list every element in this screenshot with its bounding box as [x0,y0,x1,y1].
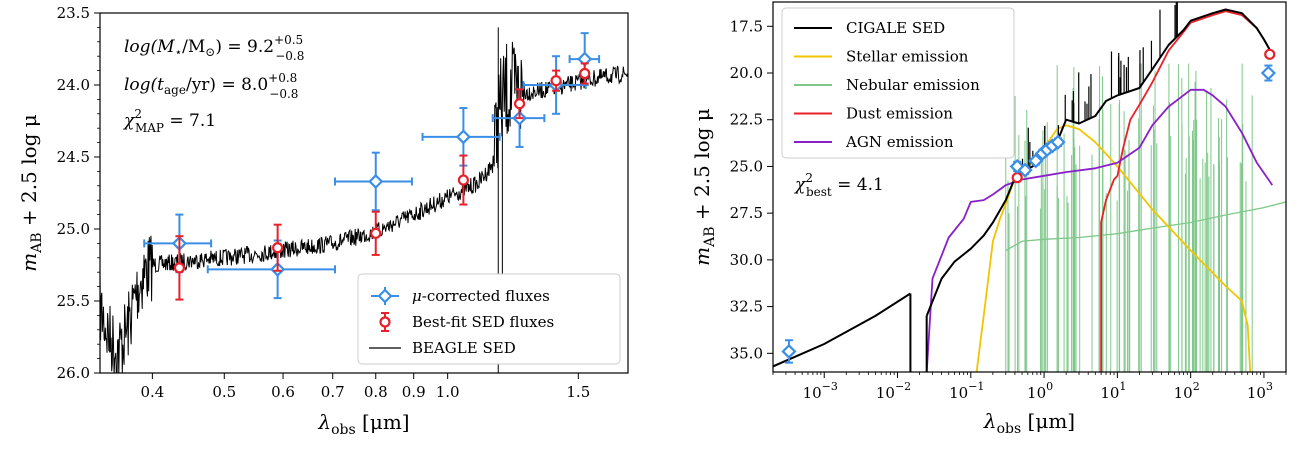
nebular-lines [1005,63,1253,372]
observed-fluxes [781,48,1276,364]
y-axis-label: mAB + 2.5 log μ [17,114,45,272]
plot-frame [772,1,1287,373]
legend-label: Stellar emission [846,48,969,66]
bestfit-point [173,262,186,274]
obs-point [1050,134,1066,150]
legend-label: μ-corrected fluxes [412,287,550,305]
legend-label: Dust emission [846,105,953,123]
bestfit-point [579,67,591,80]
dust-emission-curve [1100,10,1274,372]
bestfit-point [457,174,469,186]
curves [773,2,1286,372]
legend: CIGALE SED Stellar emission Nebular emissi… [781,7,1015,159]
legend-box [781,7,1015,159]
x-tick-label: 101 [1100,380,1126,402]
bestfit-point [272,242,284,254]
x-tick-label: 10−1 [949,380,984,402]
y-axis-label: mAB + 2.5 log μ [690,108,718,266]
legend-box [357,273,621,365]
y-tick-label: 24.0 [57,76,90,94]
y-tick-label: 35.0 [730,344,763,362]
annotation-age: log(tage/yr) = 8.0+0.8 −0.8 [124,71,298,101]
y-tick-label: 25.5 [57,292,90,310]
obs-point [368,173,384,190]
cigale-sed-curve [773,292,911,368]
legend-label: Best-fit SED fluxes [412,313,554,331]
x-tick-label: 0.4 [140,383,164,401]
y-tick-label: 17.5 [730,17,763,35]
y-tick-label: 25.0 [57,220,90,238]
obs-point [455,129,471,145]
bestfit-point [1264,48,1276,60]
agn-emission-curve [925,88,1274,372]
annotation-chi2: χ2 MAP = 7.1 [123,107,216,135]
legend: μ-corrected fluxes Best-fit SED fluxes BEA… [357,273,621,365]
y-tick-label: 24.5 [57,148,90,166]
legend-label: BEAGLE SED [412,339,516,357]
x-tick-label: 0.6 [271,383,295,401]
annotation-chi2: χ2 best = 4.1 [794,171,884,199]
stellar-emission-curve [975,124,1252,372]
x-tick-label: 0.9 [402,383,426,401]
right-panel-cigale-sed: 10−3 10−2 10−1 100 101 102 103 17.5 20.0 22.5 25.0… [690,1,1287,437]
x-tick-label: 0.5 [212,383,236,401]
plot-frame [99,12,629,374]
bestfit-point [550,75,562,87]
legend-marker-circle [379,316,391,328]
x-tick-label: 1.0 [436,383,460,401]
x-axis-label: λobs [μm] [317,410,409,438]
beagle-sed-line [100,41,628,373]
x-tick-label: 10−2 [876,380,911,402]
legend-label: AGN emission [845,133,954,151]
y-tick-label: 23.5 [57,4,90,22]
bestfit-fluxes [173,62,591,301]
x-tick-label: 1.5 [566,383,590,401]
x-tick-label: 0.7 [321,383,345,401]
y-tick-label: 22.5 [730,111,763,129]
obs-point [1017,162,1033,178]
obs-point [781,343,797,360]
x-tick-label: 10−3 [803,380,838,402]
x-tick-label: 102 [1174,380,1200,402]
obs-point [1028,153,1044,169]
annotation-mass: log(M⋆/M⊙) = 9.2+0.5 −0.8 [124,33,304,63]
legend-marker-diamond [377,288,393,304]
x-tick-label: 0.8 [364,383,388,401]
y-tick-label: 25.0 [730,157,763,175]
legend-label: CIGALE SED [846,19,945,37]
nebular-emission-curve [1005,201,1286,252]
y-tick-label: 26.0 [57,364,90,382]
bestfit-point [370,227,382,239]
legend-label: Nebular emission [846,76,980,94]
obs-point [1260,65,1276,81]
bestfit-point [513,98,526,110]
bestfit-point [1011,172,1023,184]
left-panel-sed-fit: 0.4 0.5 0.6 0.7 0.8 0.9 1.0 1.5 23.5 24.0 24.5 25.0… [17,4,629,438]
y-tick-label: 32.5 [730,298,763,316]
y-tick-label: 30.0 [730,251,763,269]
x-axis-label: λobs [μm] [983,409,1075,437]
x-tick-label: 100 [1027,380,1053,402]
x-tick-label: 103 [1247,380,1273,402]
y-tick-label: 20.0 [730,64,763,82]
y-tick-label: 27.5 [730,204,763,222]
